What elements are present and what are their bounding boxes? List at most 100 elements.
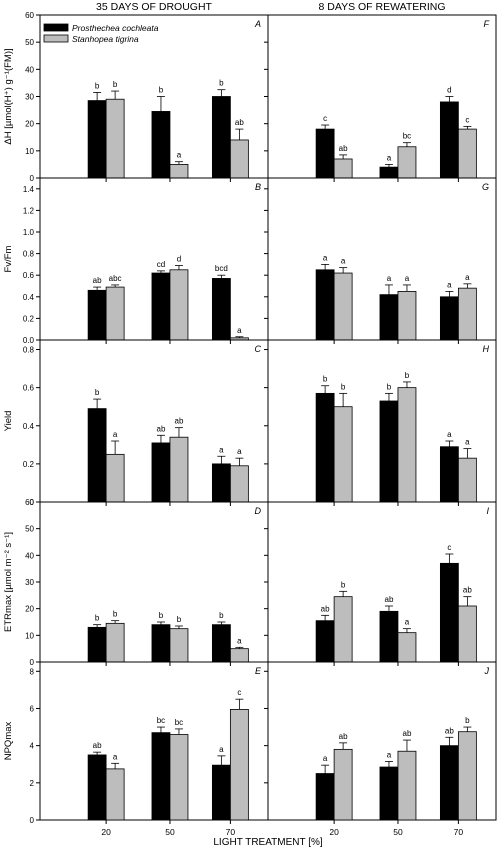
bar-G-s1-70 bbox=[439, 296, 459, 341]
significance-letter-A-s1-70: b bbox=[219, 79, 224, 88]
y-tick-label-row-4-5: 50 bbox=[25, 525, 34, 534]
legend-label-1: Prosthechea cochleata bbox=[72, 23, 159, 33]
significance-letter-I-s1-70: c bbox=[447, 543, 451, 552]
bar-I-s2-20 bbox=[333, 596, 353, 663]
bar-D-s2-50 bbox=[169, 628, 189, 663]
significance-letter-H-s2-50: b bbox=[405, 371, 410, 380]
y-tick-label-row-1-6: 60 bbox=[25, 11, 34, 20]
significance-letter-E-s2-20: a bbox=[113, 752, 118, 761]
y-tick-label-row-4-1: 10 bbox=[25, 631, 34, 640]
significance-letter-I-s2-20: b bbox=[341, 580, 346, 589]
significance-letter-F-s1-50: a bbox=[387, 153, 392, 162]
significance-letter-C-s1-50: ab bbox=[157, 424, 166, 433]
x-tick-label-E-50: 50 bbox=[165, 827, 175, 837]
bar-B-s2-50 bbox=[169, 269, 189, 341]
y-tick-label-row-4-6: 60 bbox=[25, 498, 34, 507]
panel-label-B: B bbox=[255, 182, 261, 192]
y-tick-label-row-5-4: 8 bbox=[30, 667, 35, 676]
legend-swatch-1 bbox=[43, 23, 69, 32]
bar-A-s2-20 bbox=[105, 98, 125, 179]
y-tick-label-row-2-3: 0.6 bbox=[23, 271, 35, 280]
significance-letter-D-s1-50: b bbox=[159, 611, 164, 620]
significance-letter-B-s2-50: d bbox=[177, 254, 181, 263]
bar-G-s2-50 bbox=[397, 290, 417, 341]
y-tick-label-row-5-3: 6 bbox=[30, 704, 35, 713]
bar-E-s1-70 bbox=[211, 764, 231, 821]
significance-letter-G-s2-70: a bbox=[465, 273, 470, 282]
significance-letter-B-s2-20: abc bbox=[109, 274, 122, 283]
significance-letter-E-s1-70: a bbox=[219, 745, 224, 754]
bar-A-s1-70 bbox=[211, 96, 231, 179]
significance-letter-C-s2-70: a bbox=[237, 447, 242, 456]
x-tick-label-J-20: 20 bbox=[329, 827, 339, 837]
bar-C-s1-50 bbox=[151, 442, 171, 503]
bar-E-s2-70 bbox=[229, 709, 249, 821]
bar-I-s2-70 bbox=[457, 605, 477, 663]
y-tick-label-row-3-1: 0.2 bbox=[23, 460, 35, 469]
bar-F-s1-20 bbox=[315, 128, 335, 179]
significance-letter-B-s1-50: cd bbox=[157, 260, 165, 269]
y-tick-label-row-2-4: 0.8 bbox=[23, 250, 35, 259]
panel-label-I: I bbox=[486, 506, 489, 516]
y-tick-label-row-4-3: 30 bbox=[25, 578, 34, 587]
bar-D-s1-70 bbox=[211, 624, 231, 663]
bar-C-s1-70 bbox=[211, 463, 231, 503]
significance-letter-I-s1-50: ab bbox=[385, 595, 394, 604]
panel-label-G: G bbox=[482, 182, 489, 192]
bar-C-s2-70 bbox=[229, 465, 249, 503]
significance-letter-I-s2-70: ab bbox=[463, 586, 472, 595]
x-tick-label-E-20: 20 bbox=[101, 827, 111, 837]
y-axis-label-row-5: NPQmax bbox=[3, 721, 14, 760]
y-tick-label-row-4-4: 40 bbox=[25, 551, 34, 560]
panel-label-H: H bbox=[483, 344, 490, 354]
significance-letter-H-s1-50: b bbox=[387, 382, 392, 391]
bar-I-s1-50 bbox=[379, 610, 399, 663]
significance-letter-B-s1-20: ab bbox=[93, 276, 102, 285]
significance-letter-D-s2-70: a bbox=[237, 636, 242, 645]
y-tick-label-row-2-0: 0.0 bbox=[23, 336, 35, 345]
significance-letter-A-s1-20: b bbox=[95, 81, 100, 90]
y-axis-label-row-4: ETRmax [µmol m⁻² s⁻¹] bbox=[3, 532, 14, 632]
significance-letter-H-s1-20: b bbox=[323, 375, 328, 384]
significance-letter-H-s1-70: a bbox=[447, 430, 452, 439]
x-tick-label-J-70: 70 bbox=[454, 827, 464, 837]
bar-I-s1-70 bbox=[439, 562, 459, 663]
significance-letter-J-s1-50: a bbox=[387, 750, 392, 759]
bar-F-s2-20 bbox=[333, 158, 353, 179]
bar-H-s1-20 bbox=[315, 392, 335, 503]
bar-J-s2-70 bbox=[457, 731, 477, 821]
significance-letter-G-s1-50: a bbox=[387, 274, 392, 283]
y-tick-label-row-1-5: 50 bbox=[25, 38, 34, 47]
bar-H-s2-70 bbox=[457, 457, 477, 503]
significance-letter-C-s1-20: b bbox=[95, 388, 100, 397]
bar-B-s2-20 bbox=[105, 286, 125, 341]
significance-letter-G-s2-20: a bbox=[341, 257, 346, 266]
significance-letter-I-s1-20: ab bbox=[321, 604, 330, 613]
legend-label-2: Stanhopea tigrina bbox=[72, 34, 139, 44]
significance-letter-F-s1-70: d bbox=[447, 86, 451, 95]
significance-letter-D-s1-70: b bbox=[219, 611, 224, 620]
y-tick-label-row-1-2: 20 bbox=[25, 120, 34, 129]
bar-C-s1-20 bbox=[87, 408, 107, 503]
significance-letter-D-s2-50: b bbox=[177, 615, 182, 624]
bar-E-s1-20 bbox=[87, 754, 107, 821]
significance-letter-E-s2-50: bc bbox=[175, 718, 183, 727]
significance-letter-A-s2-20: b bbox=[113, 80, 118, 89]
significance-letter-A-s2-50: a bbox=[177, 151, 182, 160]
bar-D-s1-50 bbox=[151, 624, 171, 663]
significance-letter-E-s2-70: c bbox=[237, 688, 241, 697]
significance-letter-C-s2-20: a bbox=[113, 430, 118, 439]
significance-letter-F-s2-50: bc bbox=[403, 132, 411, 141]
y-tick-label-row-2-5: 1.0 bbox=[23, 228, 35, 237]
bar-H-s2-20 bbox=[333, 406, 353, 503]
y-tick-label-row-3-0: 0 bbox=[30, 498, 35, 507]
bar-J-s2-50 bbox=[397, 750, 417, 821]
y-tick-label-row-5-2: 4 bbox=[30, 742, 35, 751]
y-tick-label-row-2-6: 1.2 bbox=[23, 206, 35, 215]
significance-letter-H-s2-70: a bbox=[465, 438, 470, 447]
bar-D-s1-20 bbox=[87, 626, 107, 663]
panel-label-E: E bbox=[255, 666, 262, 676]
panel-label-J: J bbox=[484, 666, 490, 676]
significance-letter-F-s2-70: c bbox=[465, 115, 469, 124]
